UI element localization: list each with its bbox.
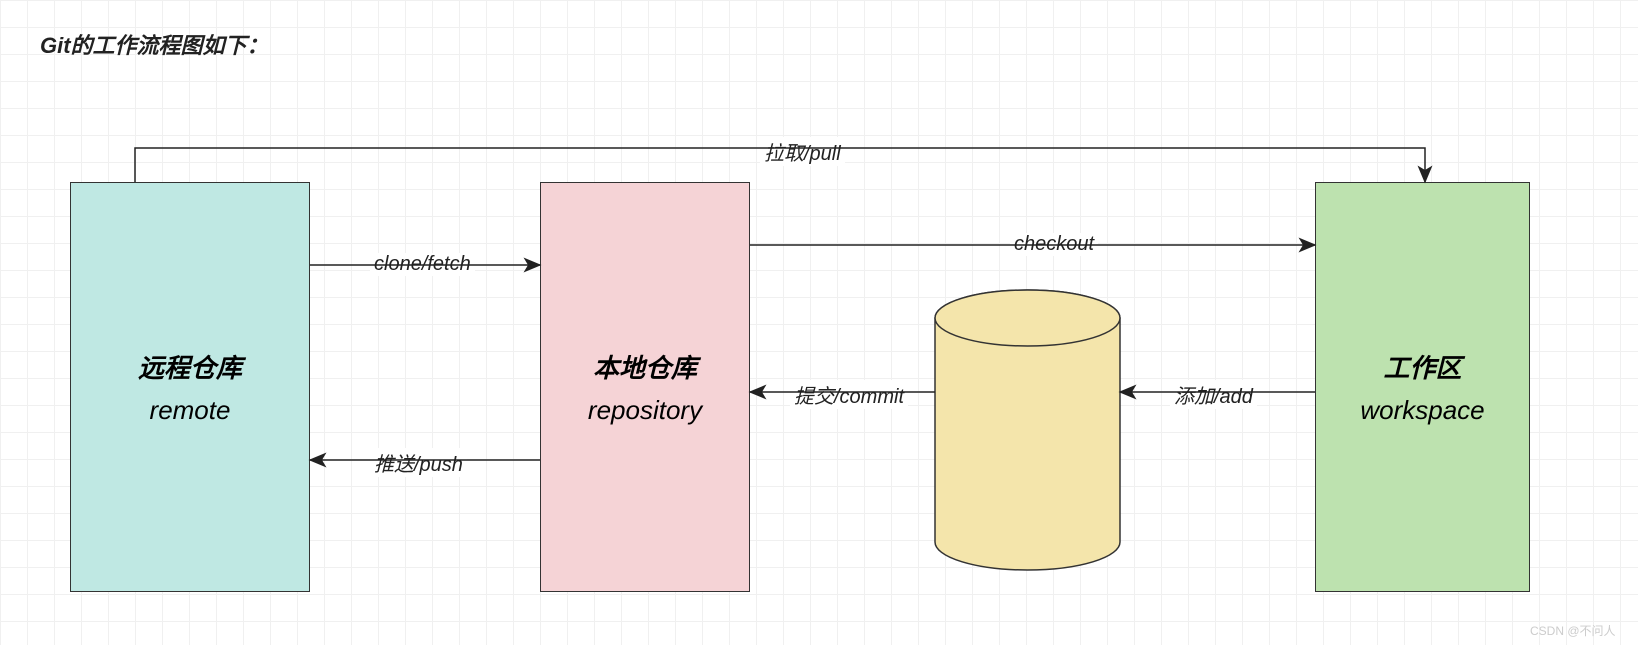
node-remote-title: 远程仓库 [138, 348, 242, 385]
node-remote: 远程仓库 remote [70, 182, 310, 592]
node-stage-subtitle: index stage [961, 459, 1094, 490]
node-workspace-title: 工作区 [1383, 348, 1461, 385]
watermark: CSDN @不问人 [1530, 622, 1616, 639]
node-repository-title: 本地仓库 [593, 348, 697, 385]
edge-label-push: 推送/push [370, 448, 467, 477]
diagram-title: Git的工作流程图如下： [40, 28, 269, 60]
node-repository-subtitle: repository [588, 395, 702, 426]
edge-label-clone: clone/fetch [370, 253, 475, 276]
node-stage-title: 暂存区 [988, 412, 1066, 449]
edge-label-pull: 拉取/pull [760, 137, 845, 166]
edge-label-add: 添加/add [1170, 380, 1257, 409]
node-workspace: 工作区 workspace [1315, 182, 1530, 592]
edge-label-commit: 提交/commit [790, 380, 908, 409]
node-stage: 暂存区 index stage [935, 346, 1120, 556]
node-workspace-subtitle: workspace [1360, 395, 1484, 426]
node-remote-subtitle: remote [150, 395, 231, 426]
edge-label-checkout: checkout [1010, 233, 1098, 256]
node-repository: 本地仓库 repository [540, 182, 750, 592]
